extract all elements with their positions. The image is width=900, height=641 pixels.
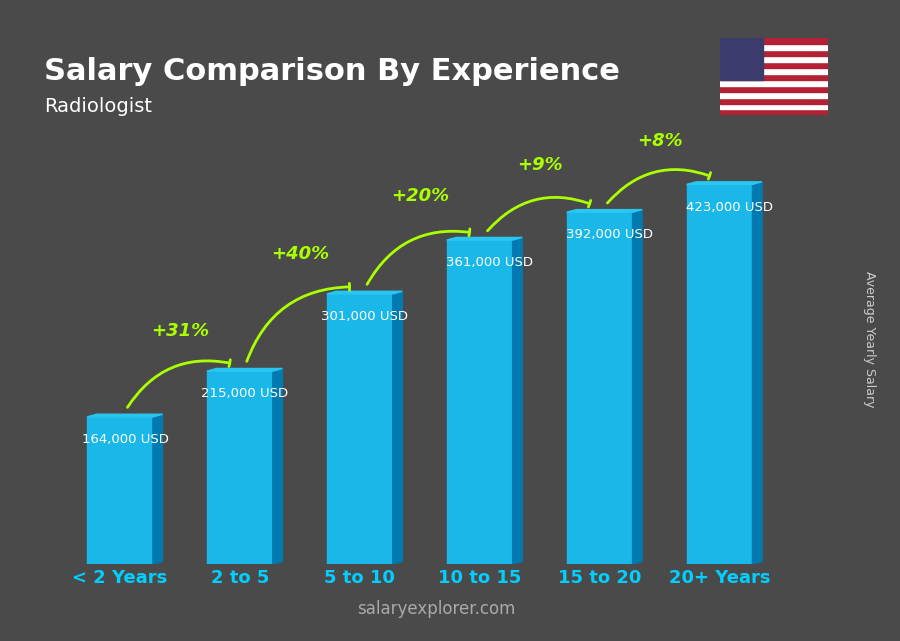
Text: +31%: +31% (151, 322, 209, 340)
Bar (720, 50, 828, 56)
Bar (207, 371, 273, 564)
Bar (720, 86, 828, 92)
Polygon shape (633, 210, 642, 564)
Bar (720, 56, 828, 62)
Text: 301,000 USD: 301,000 USD (321, 310, 409, 323)
Bar (720, 68, 828, 74)
Text: Salary Comparison By Experience: Salary Comparison By Experience (44, 57, 620, 86)
Text: 392,000 USD: 392,000 USD (566, 228, 653, 242)
Bar (446, 240, 513, 564)
Polygon shape (513, 237, 522, 564)
Bar (720, 38, 763, 80)
Text: 215,000 USD: 215,000 USD (202, 387, 289, 400)
Text: 361,000 USD: 361,000 USD (446, 256, 533, 269)
Bar (720, 80, 828, 86)
Bar (720, 44, 828, 50)
Text: 423,000 USD: 423,000 USD (686, 201, 773, 213)
Bar (720, 104, 828, 110)
Polygon shape (687, 182, 762, 185)
Text: +40%: +40% (271, 246, 328, 263)
Bar (567, 212, 633, 564)
Bar (720, 110, 828, 115)
Text: 164,000 USD: 164,000 USD (82, 433, 168, 446)
Text: +20%: +20% (391, 187, 449, 205)
Polygon shape (392, 291, 402, 564)
Bar (720, 92, 828, 97)
Bar (687, 185, 752, 564)
Polygon shape (273, 369, 283, 564)
Polygon shape (567, 210, 642, 212)
Polygon shape (153, 414, 163, 564)
Text: salaryexplorer.com: salaryexplorer.com (357, 600, 516, 618)
Bar (720, 97, 828, 104)
Text: Average Yearly Salary: Average Yearly Salary (862, 272, 876, 408)
Text: +8%: +8% (636, 131, 682, 149)
Bar (327, 294, 392, 564)
Polygon shape (446, 237, 522, 240)
Bar (720, 62, 828, 68)
Text: Radiologist: Radiologist (44, 97, 152, 117)
Polygon shape (327, 291, 402, 294)
Polygon shape (752, 182, 762, 564)
Text: +9%: +9% (517, 156, 562, 174)
Bar (720, 38, 828, 44)
Polygon shape (207, 369, 283, 371)
Bar (87, 417, 153, 564)
Polygon shape (87, 414, 163, 417)
Bar (720, 74, 828, 80)
